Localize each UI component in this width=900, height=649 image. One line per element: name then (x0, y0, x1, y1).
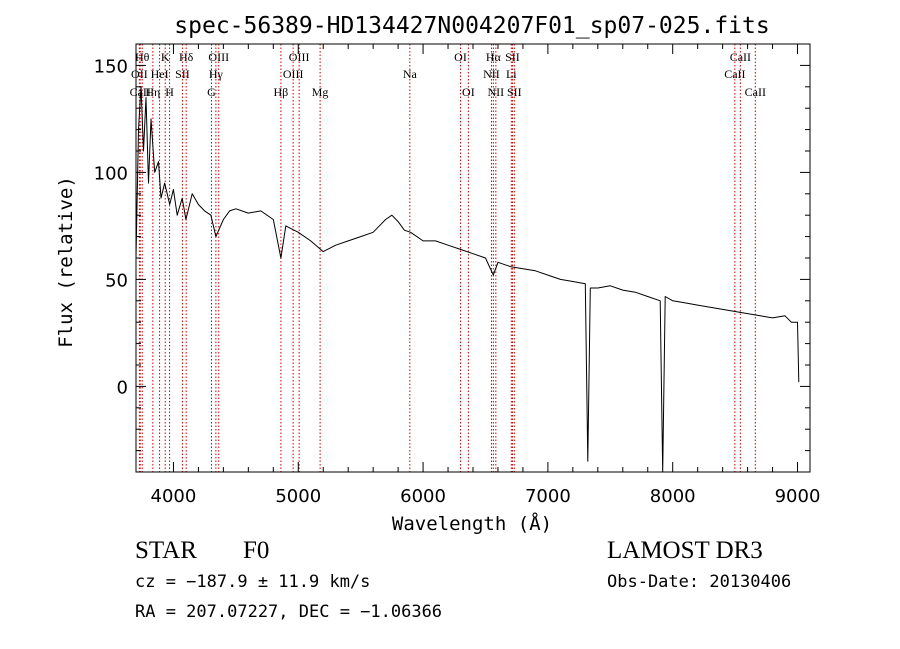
line-label-4: HeI (151, 67, 169, 81)
line-label-1: OII (131, 67, 148, 81)
line-label-18: OI (462, 85, 475, 99)
y-axis: 0 50 100 150 (94, 43, 810, 473)
x-tick-label: 8000 (650, 486, 696, 507)
line-label-21: NII (488, 85, 505, 99)
x-tick-label: 5000 (275, 486, 321, 507)
x-tick-label: 7000 (525, 486, 571, 507)
line-label-20: Hα (486, 50, 502, 64)
coordinates: RA = 207.07227, DEC = −1.06366 (135, 602, 443, 622)
line-label-19: NII (483, 67, 500, 81)
line-label-5: K (161, 50, 170, 64)
line-label-9: G (207, 85, 216, 99)
line-label-23: SII (505, 50, 520, 64)
line-label-6: H (165, 85, 174, 99)
x-axis-label: Wavelength (Å) (392, 512, 552, 535)
y-tick-label: 100 (94, 163, 128, 184)
line-label-13: OIII (283, 67, 304, 81)
y-tick-label: 50 (105, 270, 128, 291)
line-label-3: Hη (145, 85, 160, 99)
object-class: STAR (135, 537, 197, 564)
spectral-line-markers (138, 44, 756, 472)
line-label-10: Hγ (209, 67, 224, 81)
line-label-2: Hθ (135, 50, 150, 64)
line-label-26: CaII (730, 50, 751, 64)
line-label-25: CaII (724, 67, 745, 81)
y-tick-label: 0 (117, 377, 128, 398)
line-label-12: Hβ (274, 85, 289, 99)
survey-name: LAMOST DR3 (607, 537, 763, 564)
line-label-16: Na (403, 67, 418, 81)
y-axis-label: Flux (relative) (55, 176, 77, 348)
line-label-11: OIII (208, 50, 229, 64)
line-label-8: Hδ (179, 50, 194, 64)
x-axis: 4000 5000 6000 7000 8000 9000 (151, 44, 821, 507)
y-tick-label: 150 (94, 56, 128, 77)
plot-frame (135, 43, 811, 473)
chart-title: spec-56389-HD134427N004207F01_sp07-025.f… (174, 13, 769, 39)
spectrum-series (135, 86, 800, 473)
line-label-14: OIII (289, 50, 310, 64)
x-tick-label: 4000 (151, 486, 197, 507)
line-label-17: OI (454, 50, 467, 64)
observation-date: Obs-Date: 20130406 (607, 572, 792, 592)
object-subclass: F0 (243, 537, 270, 564)
x-tick-label: 6000 (400, 486, 446, 507)
redshift-velocity: cz = −187.9 ± 11.9 km/s (135, 572, 371, 592)
line-label-24: SII (507, 85, 522, 99)
line-label-7: SII (175, 67, 190, 81)
line-label-27: CaII (745, 85, 766, 99)
line-label-22: Li (506, 67, 517, 81)
spectral-line-labels: CaIIOIIHθHηHeIKHSIIHδGHγOIIIHβOIIIOIIIMg… (130, 50, 766, 99)
line-label-15: Mg (312, 85, 329, 99)
x-tick-label: 9000 (775, 486, 821, 507)
